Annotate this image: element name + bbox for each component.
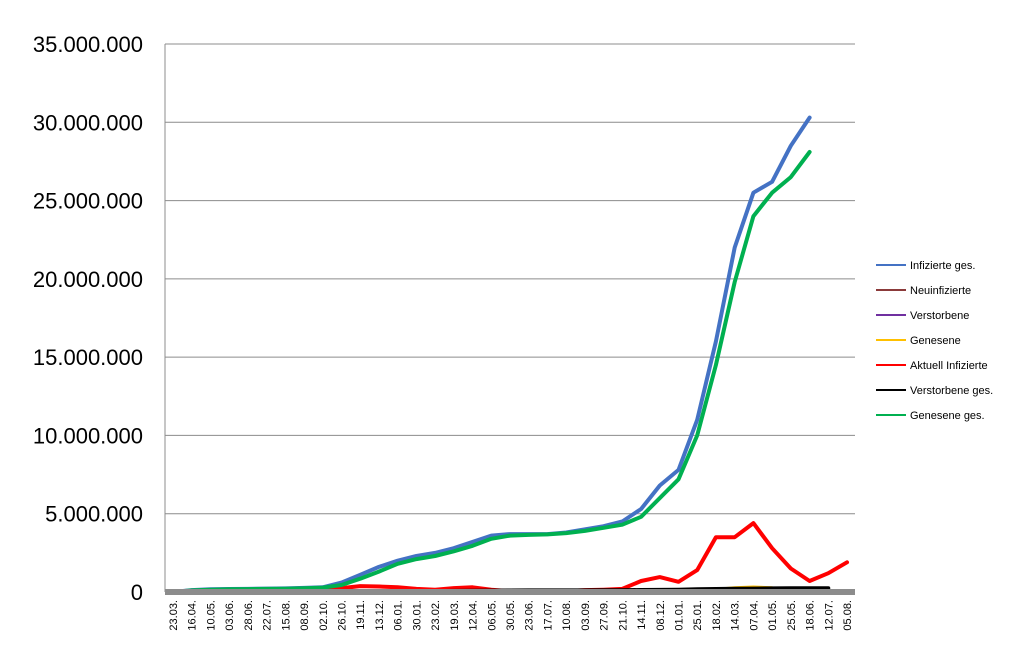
x-tick-label: 14.03. xyxy=(730,600,742,631)
legend-label: Genesene ges. xyxy=(910,410,985,422)
x-tick-label: 03.06. xyxy=(224,600,236,631)
x-tick-label: 06.01. xyxy=(393,600,405,631)
gridlines xyxy=(165,43,855,515)
series-line-0 xyxy=(171,115,812,594)
x-tick-label: 18.06. xyxy=(805,600,817,631)
y-tick-label: 30.000.000 xyxy=(33,110,143,135)
x-tick-label: 08.12. xyxy=(655,600,667,631)
y-axis-ticks: 0 5.000.000 10.000.000 15.000.000 20.000.000… xyxy=(33,32,143,605)
legend: Infizierte ges. Neuinfizierte Verstorbene G… xyxy=(876,260,993,422)
x-tick-label: 25.01. xyxy=(692,600,704,631)
x-tick-label: 21.10. xyxy=(617,600,629,631)
x-tick-label: 26.10. xyxy=(337,600,349,631)
legend-label: Verstorbene ges. xyxy=(910,385,993,397)
x-tick-label: 25.05. xyxy=(786,600,798,631)
x-tick-label: 19.03. xyxy=(449,600,461,631)
x-tick-label: 19.11. xyxy=(355,600,367,630)
y-tick-label: 10.000.000 xyxy=(33,423,143,448)
x-tick-label: 14.11. xyxy=(636,600,648,630)
x-tick-label: 07.04. xyxy=(748,600,760,631)
y-tick-label: 15.000.000 xyxy=(33,345,143,370)
x-tick-label: 01.01. xyxy=(674,600,686,631)
x-tick-label: 12.07. xyxy=(823,600,835,631)
x-tick-label: 30.01. xyxy=(411,600,423,631)
y-tick-label: 0 xyxy=(131,580,143,605)
legend-label: Genesene xyxy=(910,335,961,347)
legend-label: Infizierte ges. xyxy=(910,260,975,272)
x-tick-label: 10.08. xyxy=(561,600,573,631)
x-tick-label: 10.05. xyxy=(205,600,217,631)
y-tick-label: 5.000.000 xyxy=(45,502,143,527)
legend-label: Neuinfizierte xyxy=(910,285,971,297)
legend-label: Aktuell Infizierte xyxy=(910,360,988,372)
y-tick-label: 20.000.000 xyxy=(33,267,143,292)
x-tick-label: 01.05. xyxy=(767,600,779,631)
series-line-6 xyxy=(171,150,812,594)
legend-label: Verstorbene xyxy=(910,310,969,322)
x-tick-label: 05.08. xyxy=(842,600,854,631)
x-tick-label: 23.03. xyxy=(168,600,180,631)
x-tick-label: 28.06. xyxy=(243,600,255,631)
x-tick-label: 22.07. xyxy=(262,600,274,631)
x-tick-label: 23.02. xyxy=(430,600,442,631)
x-tick-label: 06.05. xyxy=(486,600,498,631)
x-tick-label: 03.09. xyxy=(580,600,592,631)
x-tick-label: 13.12. xyxy=(374,600,386,631)
x-axis-ticks: 23.03. 16.04. 10.05. 03.06. 28.06. 22.07. 15.0… xyxy=(168,600,854,631)
x-tick-label: 23.06. xyxy=(524,600,536,631)
x-tick-label: 18.02. xyxy=(711,600,723,631)
x-tick-label: 08.09. xyxy=(299,600,311,631)
axes xyxy=(164,44,855,595)
x-tick-label: 30.05. xyxy=(505,600,517,631)
x-tick-label: 02.10. xyxy=(318,600,330,631)
x-tick-label: 17.07. xyxy=(542,600,554,631)
y-tick-label: 25.000.000 xyxy=(33,189,143,214)
x-tick-label: 27.09. xyxy=(599,600,611,631)
x-tick-label: 16.04. xyxy=(187,600,199,631)
x-tick-label: 15.08. xyxy=(280,600,292,631)
x-tick-label: 12.04. xyxy=(468,600,480,631)
data-series xyxy=(171,115,849,594)
y-tick-label: 35.000.000 xyxy=(33,32,143,57)
